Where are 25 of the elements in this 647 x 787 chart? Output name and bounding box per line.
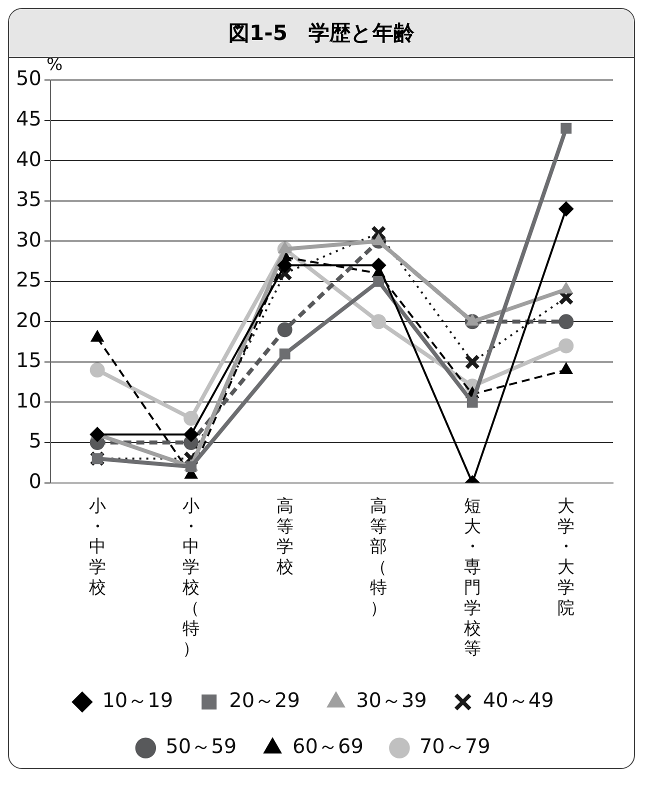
y-tick-label: 15 [16, 348, 42, 372]
x-tick-label: 短大・専門学校等 [462, 496, 481, 660]
x-tick-label: 高等学校 [275, 496, 294, 578]
legend-label: 10～19 [102, 688, 174, 712]
y-tick-label: 0 [28, 469, 42, 494]
y-tick-label: 45 [16, 106, 42, 130]
x-tick-label: 小・中学校 [88, 496, 106, 598]
y-tick-label: 50 [16, 66, 42, 90]
x-tick-label: 高等部（特） [370, 496, 388, 618]
y-tick-label: 35 [16, 187, 42, 212]
legend-label: 50～59 [166, 734, 237, 758]
chart-title: 図1-5 学歴と年齢 [228, 21, 414, 45]
x-tick-label: 大学・大学院 [558, 496, 575, 618]
y-tick-label: 5 [28, 428, 42, 453]
legend-label: 30～39 [356, 688, 427, 712]
legend-label: 70～79 [419, 734, 490, 758]
y-tick-label: 40 [16, 146, 42, 171]
x-tick-label: 小・中学校（特） [182, 496, 200, 660]
y-tick-label: 10 [16, 388, 42, 412]
y-tick-label: 30 [16, 227, 42, 252]
legend-label: 20～29 [229, 688, 300, 712]
legend-label: 40～49 [482, 688, 554, 712]
y-tick-label: 25 [16, 268, 42, 292]
legend-label: 60～69 [292, 734, 364, 758]
y-tick-label: 20 [16, 308, 42, 332]
